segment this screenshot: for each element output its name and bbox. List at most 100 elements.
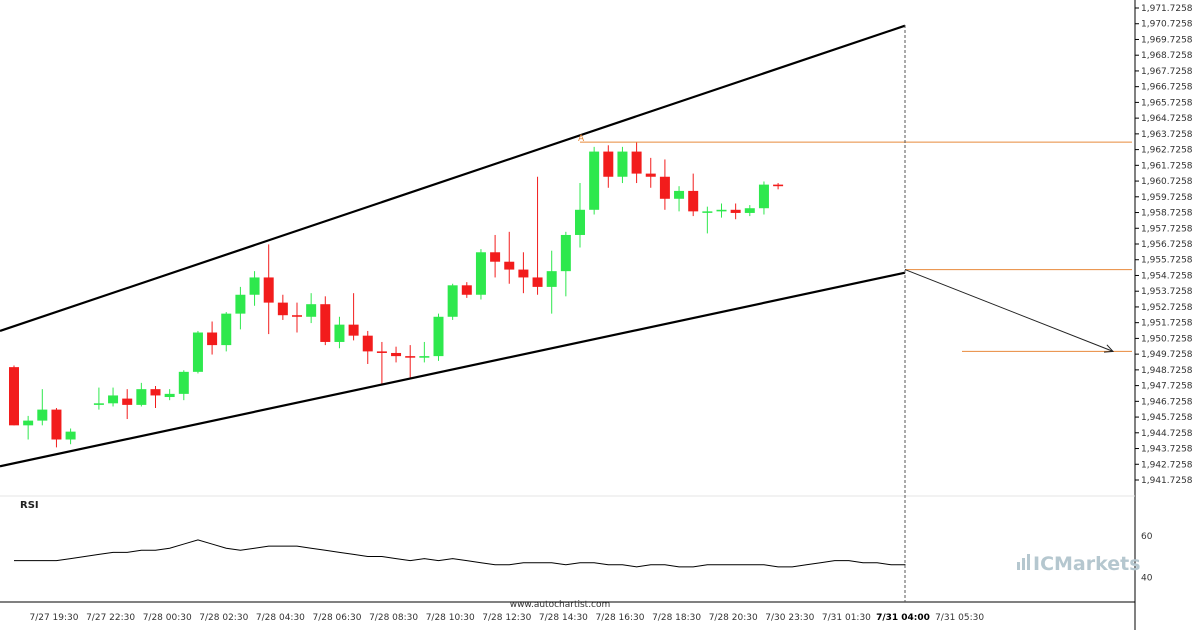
candle: [730, 203, 741, 220]
time-tick-label: 7/28 06:30: [312, 613, 361, 623]
candle: [178, 370, 189, 401]
candle: [405, 345, 416, 379]
price-tick-label: 1,957.7258: [1141, 224, 1193, 234]
candle-body: [716, 209, 727, 212]
candle-body: [207, 332, 218, 346]
candle-body: [334, 324, 345, 342]
price-tick-label: 1,951.7258: [1141, 319, 1193, 329]
candle: [546, 250, 557, 314]
time-tick-label: 7/28 20:30: [709, 613, 758, 623]
candle: [560, 231, 571, 297]
price-tick-label: 1,947.7258: [1141, 382, 1193, 392]
candle-body: [419, 356, 430, 358]
candle: [65, 428, 76, 445]
time-tick-label: 7/28 14:30: [539, 613, 588, 623]
candle: [51, 408, 62, 448]
candle: [150, 386, 161, 409]
rsi-tick-label: 60: [1141, 532, 1153, 542]
candle-body: [447, 285, 458, 317]
candle: [447, 283, 458, 320]
candle-body: [306, 304, 317, 317]
candle-body: [546, 271, 557, 287]
candle-body: [93, 403, 104, 405]
candle: [391, 346, 402, 363]
candle-body: [23, 420, 34, 426]
candle-body: [617, 151, 628, 177]
candle: [589, 146, 600, 215]
candle: [744, 205, 755, 217]
price-tick-label: 1,954.7258: [1141, 271, 1193, 281]
candle-body: [37, 409, 48, 421]
candle-body: [575, 209, 585, 235]
candle-body: [9, 367, 19, 426]
candle-body: [150, 389, 161, 396]
candle: [631, 142, 642, 184]
candle: [263, 244, 274, 335]
candle-body: [461, 285, 472, 295]
time-tick-label: 7/31 01:30: [822, 613, 871, 623]
price-tick-label: 1,944.7258: [1141, 429, 1193, 439]
price-tick-label: 1,943.7258: [1141, 445, 1193, 455]
candle: [659, 159, 670, 210]
candle: [37, 389, 48, 426]
candle: [292, 302, 302, 333]
rsi-pane: 60 40: [14, 532, 1153, 583]
pattern-point-label: A: [578, 134, 585, 144]
candle-body: [221, 313, 232, 346]
price-axis-ticks: 1,971.7258 1,970.7258 1,969.7258 1,968.7258…: [1135, 4, 1193, 486]
candle: [93, 387, 104, 410]
candle: [461, 282, 472, 298]
candle-body: [108, 395, 119, 404]
candle: [688, 173, 699, 217]
candle-body: [475, 252, 486, 295]
time-tick-label: 7/27 19:30: [29, 613, 78, 623]
watermark-url: www.autochartist.com: [510, 600, 611, 610]
candle: [773, 183, 784, 190]
candle-body: [560, 234, 571, 272]
price-tick-label: 1,945.7258: [1141, 413, 1193, 423]
price-tick-label: 1,967.7258: [1141, 67, 1193, 77]
candle: [362, 330, 373, 364]
candle: [617, 146, 628, 184]
price-tick-label: 1,960.7258: [1141, 177, 1193, 187]
candle-body: [589, 151, 600, 210]
candle-body: [631, 151, 642, 174]
price-tick-label: 1,968.7258: [1141, 51, 1193, 61]
price-tick-label: 1,953.7258: [1141, 287, 1193, 297]
candle: [277, 294, 288, 320]
candle-body: [674, 190, 685, 199]
candle-body: [192, 332, 203, 372]
candle: [645, 157, 656, 188]
candle-body: [376, 351, 387, 353]
time-tick-label: 7/31 05:30: [935, 613, 984, 623]
price-tick-label: 1,965.7258: [1141, 98, 1193, 108]
candle: [164, 389, 175, 401]
candle: [532, 176, 543, 295]
resistance-trendline: [0, 24, 906, 332]
candle-body: [603, 151, 614, 177]
rsi-title: RSI: [20, 500, 39, 511]
candle-body: [320, 304, 331, 342]
price-tick-label: 1,956.7258: [1141, 240, 1193, 250]
time-tick-label: 7/27 22:30: [86, 613, 135, 623]
candle: [376, 341, 387, 385]
candle: [419, 341, 430, 363]
projection-arrow-head: [1103, 344, 1115, 353]
rsi-tick-label: 40: [1141, 573, 1153, 583]
candle: [716, 203, 727, 218]
candle: [9, 365, 19, 426]
candle: [122, 389, 133, 420]
candle-body: [178, 371, 189, 394]
candle-body: [532, 277, 543, 287]
price-tick-label: 1,948.7258: [1141, 366, 1193, 376]
candle-body: [773, 184, 784, 187]
brand-logo: ICMarkets: [1017, 553, 1141, 575]
price-tick-label: 1,950.7258: [1141, 334, 1193, 344]
price-tick-label: 1,941.7258: [1141, 476, 1193, 486]
candle-body: [433, 316, 444, 357]
candle-body: [65, 431, 76, 440]
time-tick-label: 7/28 18:30: [652, 613, 701, 623]
candle-body: [136, 389, 147, 405]
candle-body: [702, 211, 713, 213]
